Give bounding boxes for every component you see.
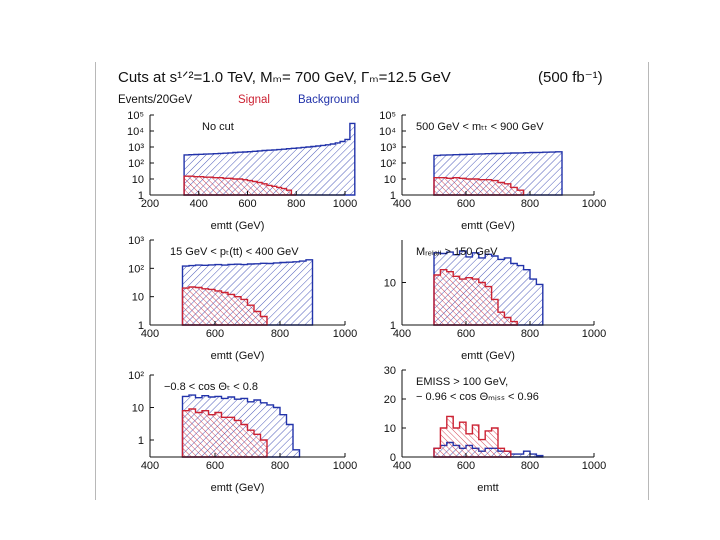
x-tick-label-4: 800 [521,328,539,340]
x-tick-label-6: 400 [393,460,411,472]
cut-annotation-6: EMISS > 100 GeV, [416,376,508,388]
y-tick-label-1: 10² [128,158,144,170]
x-axis-label-3: emtt (GeV) [211,350,265,362]
luminosity-label: (500 fb⁻¹) [538,69,603,86]
y-tick-label-3: 10³ [128,235,144,247]
signal-histogram-3 [181,286,268,326]
y-tick-label-3: 10 [132,292,144,304]
x-tick-label-4: 600 [457,328,475,340]
y-tick-label-6: 20 [384,394,396,406]
y-tick-label-2: 10² [380,158,396,170]
y-tick-label-1: 10⁴ [127,126,144,138]
y-tick-label-2: 10³ [380,142,396,154]
y-tick-label-5: 10 [132,403,144,415]
x-tick-label-2: 1000 [582,198,606,210]
signal-histogram-4 [433,269,518,326]
x-tick-label-4: 400 [393,328,411,340]
y-tick-label-6: 0 [390,452,396,464]
x-tick-label-6: 600 [457,460,475,472]
cut-annotation-4: Mᵣₑₗₐₗₗ > 150 GeV [416,246,498,258]
left-frame-line [95,62,96,500]
y-tick-label-2: 1 [390,190,396,202]
x-tick-label-2: 600 [457,198,475,210]
x-axis-label-6: emtt [477,482,498,494]
y-tick-label-5: 10² [128,370,144,382]
signal-histogram-2 [433,177,525,196]
x-tick-label-1: 600 [238,198,256,210]
x-tick-label-3: 1000 [333,328,357,340]
right-frame-line [648,62,649,500]
signal-histogram-1 [183,175,297,196]
y-tick-label-4: 1 [390,320,396,332]
x-tick-label-6: 1000 [582,460,606,472]
x-tick-label-3: 400 [141,328,159,340]
x-axis-label-5: emtt (GeV) [211,482,265,494]
legend-background: Background [298,94,360,106]
x-tick-label-4: 1000 [582,328,606,340]
y-tick-label-6: 10 [384,423,396,435]
x-tick-label-5: 1000 [333,460,357,472]
y-tick-label-5: 1 [138,435,144,447]
cut-annotation-1: No cut [202,121,234,133]
x-tick-label-5: 800 [271,460,289,472]
cut-annotation-3: 15 GeV < pₜ(tt) < 400 GeV [170,246,299,258]
x-tick-label-3: 600 [206,328,224,340]
y-tick-label-2: 10⁵ [379,110,396,122]
y-tick-label-3: 10² [128,263,144,275]
x-axis-label-1: emtt (GeV) [211,220,265,232]
y-tick-label-4: 10 [384,278,396,290]
y-tick-label-6: 30 [384,365,396,377]
signal-histogram-6 [433,415,512,458]
y-tick-label-2: 10⁴ [379,126,396,138]
x-tick-label-1: 400 [190,198,208,210]
figure-title: Cuts at s¹ᐟ²=1.0 TeV, Mₘ= 700 GeV, Γₘ=12… [118,69,451,86]
y-tick-label-1: 1 [138,190,144,202]
x-tick-label-3: 800 [271,328,289,340]
y-unit-label: Events/20GeV [118,94,193,106]
y-tick-label-3: 1 [138,320,144,332]
cut-annotation-6-line2: − 0.96 < cos Θₘᵢₛₛ < 0.96 [416,391,539,403]
x-tick-label-1: 800 [287,198,305,210]
signal-histogram-5 [181,408,268,458]
legend-signal: Signal [238,94,270,106]
y-tick-label-2: 10 [384,174,396,186]
x-tick-label-5: 600 [206,460,224,472]
x-axis-label-4: emtt (GeV) [461,350,515,362]
cut-annotation-5: −0.8 < cos Θₜ < 0.8 [164,381,258,393]
x-tick-label-2: 400 [393,198,411,210]
x-axis-label-2: emtt (GeV) [461,220,515,232]
x-tick-label-5: 400 [141,460,159,472]
x-tick-label-6: 800 [521,460,539,472]
x-tick-label-1: 200 [141,198,159,210]
x-tick-label-2: 800 [521,198,539,210]
cut-annotation-2: 500 GeV < mₜₜ < 900 GeV [416,121,544,133]
x-tick-label-1: 1000 [333,198,357,210]
y-tick-label-1: 10⁵ [127,110,144,122]
y-tick-label-1: 10 [132,174,144,186]
y-tick-label-1: 10³ [128,142,144,154]
background-histogram-1 [183,122,356,196]
